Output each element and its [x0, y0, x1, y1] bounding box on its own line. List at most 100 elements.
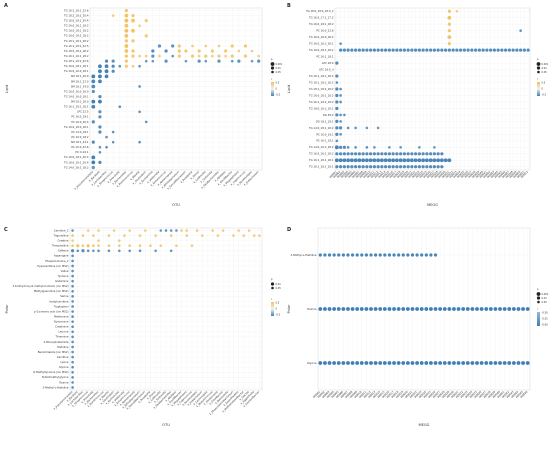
y-axis-title: Lipid	[287, 85, 291, 94]
data-point	[452, 361, 456, 365]
x-tick-label: M0011	[358, 390, 367, 399]
x-tick-label: M0038	[482, 390, 491, 399]
x-tick-label: M0001	[312, 390, 321, 399]
x-tick-label: M0013	[374, 170, 383, 179]
x-tick-label: M0038	[467, 170, 476, 179]
y-tick-label: SM 18:1_16:0	[71, 100, 89, 104]
y-tick-label: TG 16:0_16:1_18:1	[309, 42, 334, 46]
x-axis-title: MEGG	[427, 203, 438, 207]
data-point	[350, 361, 355, 365]
data-point	[339, 87, 342, 91]
data-point	[91, 104, 96, 109]
y-tick-label: TG 16:0_17:1_17:2	[309, 16, 334, 20]
y-tick-label: TG 16:1_18:1_18:2	[309, 74, 334, 78]
x-tick-label: M0035	[469, 390, 478, 399]
x-tick-label: M0033	[449, 170, 458, 179]
y-tick-label: PC 16:1_18:1	[316, 139, 333, 143]
data-point	[373, 307, 378, 311]
y-tick-label: TG 18:0_18:1_18:2	[64, 29, 89, 33]
data-point	[76, 249, 80, 253]
data-point	[71, 269, 74, 273]
data-point	[342, 145, 346, 149]
data-point	[388, 146, 391, 149]
data-point	[369, 165, 373, 169]
x-tick-label: M0051	[516, 170, 525, 179]
data-point	[138, 110, 141, 114]
y-tick-label: TG 18:0_18:0_18:0_2	[306, 9, 334, 13]
data-point	[346, 126, 350, 130]
data-point	[71, 274, 74, 278]
data-point	[417, 48, 421, 52]
y-tick-label: TG 16:0_18:1_20:4	[64, 19, 89, 23]
data-point	[391, 152, 395, 156]
y-tick-label: PC 14:0_18:1	[71, 130, 88, 134]
data-point	[339, 42, 342, 45]
x-tick-label: M0036	[460, 170, 469, 179]
data-point	[327, 253, 332, 257]
x-tick-label: M0044	[490, 170, 499, 179]
x-tick-label: M0045	[515, 390, 524, 399]
data-point	[184, 59, 188, 63]
data-point	[342, 48, 346, 52]
data-point	[71, 320, 74, 323]
y-tick-label: DG 18:1_18:1	[316, 119, 334, 123]
data-point	[195, 229, 199, 232]
x-tick-label: M0034	[452, 170, 461, 179]
x-tick-label: M0015	[376, 390, 385, 399]
y-tick-label: TG 18:2_18:2_20:4	[64, 13, 89, 17]
x-tick-label: M0015	[381, 170, 390, 179]
data-point	[373, 146, 376, 149]
data-point	[257, 59, 261, 63]
data-point	[341, 253, 345, 257]
data-point	[526, 48, 530, 52]
data-point	[365, 48, 369, 52]
size-legend-key	[536, 62, 541, 66]
data-point	[342, 165, 346, 169]
data-point	[433, 307, 438, 311]
data-point	[447, 9, 451, 13]
y-tick-label: Creatinine	[55, 325, 69, 329]
data-point	[361, 48, 365, 52]
data-point	[105, 135, 108, 139]
size-legend-key	[537, 300, 540, 304]
data-point	[425, 152, 429, 156]
data-point	[111, 69, 115, 73]
data-point	[71, 330, 74, 334]
data-point	[323, 361, 327, 365]
data-point	[479, 361, 484, 365]
data-point	[421, 152, 425, 156]
data-point	[519, 29, 522, 32]
data-point	[185, 229, 189, 232]
data-point	[376, 158, 381, 163]
data-point	[175, 244, 178, 248]
data-point	[98, 79, 102, 84]
data-point	[81, 234, 85, 237]
y-tick-label: Taurine	[307, 307, 317, 311]
x-tick-label: M0003	[336, 170, 345, 179]
y-tick-label: TG 14:0_18:1_18:2	[309, 126, 334, 130]
data-point	[502, 361, 507, 365]
data-point	[336, 307, 341, 311]
y-tick-label: TG 18:0_16:1_18:1	[309, 106, 334, 110]
data-point	[360, 253, 364, 257]
data-point	[346, 307, 350, 311]
data-point	[350, 165, 354, 169]
x-tick-label: M0030	[446, 390, 455, 399]
data-point	[415, 361, 419, 365]
x-tick-label: M0031	[441, 170, 450, 179]
y-tick-label: PC 16:0_22:6	[71, 145, 88, 149]
data-point	[470, 361, 475, 365]
y-tick-label: TG 18:1_18:1_18:1	[309, 165, 334, 169]
y-tick-label: Hypoxanthine (ion MS2)	[37, 264, 68, 268]
data-point	[425, 165, 429, 169]
data-point	[414, 165, 418, 169]
data-point	[354, 165, 358, 169]
data-point	[415, 253, 419, 257]
data-point	[493, 307, 498, 311]
data-point	[76, 244, 80, 248]
data-point	[406, 253, 410, 257]
data-point	[335, 74, 339, 78]
data-point	[339, 94, 342, 97]
color-legend-bar	[271, 302, 274, 316]
data-point	[436, 165, 440, 169]
